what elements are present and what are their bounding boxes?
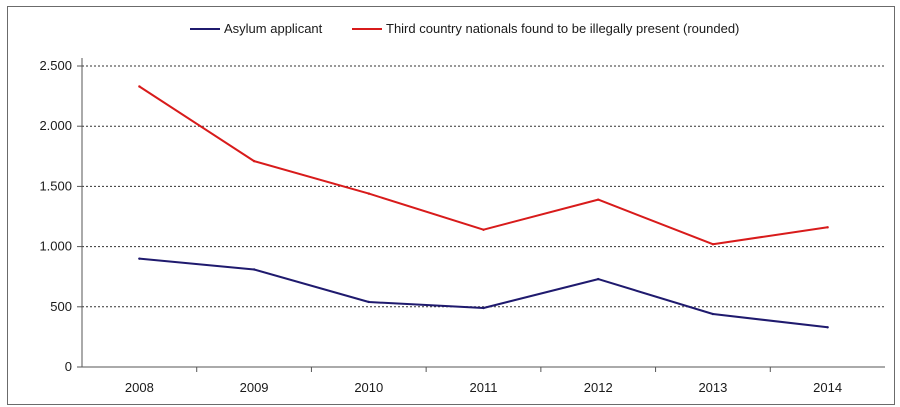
data-point-1 bbox=[826, 226, 829, 229]
x-tick-label: 2013 bbox=[698, 380, 727, 395]
data-point-0 bbox=[367, 300, 370, 304]
gridlines bbox=[82, 65, 885, 308]
legend-label-1: Third country nationals found to be ille… bbox=[386, 21, 739, 36]
x-tick-label: 2010 bbox=[354, 380, 383, 395]
y-tick-label: 2.000 bbox=[39, 118, 72, 133]
data-point-0 bbox=[597, 277, 600, 281]
series-line-1 bbox=[138, 85, 828, 246]
legend: Asylum applicant Third country nationals … bbox=[190, 21, 739, 36]
y-tick-label: 1.500 bbox=[39, 178, 72, 193]
chart-frame bbox=[7, 6, 895, 405]
data-point-0 bbox=[252, 268, 256, 271]
y-tick-label: 1.000 bbox=[39, 239, 72, 254]
data-point-1 bbox=[711, 242, 715, 246]
data-point-0 bbox=[482, 306, 485, 310]
data-point-1 bbox=[482, 228, 485, 231]
legend-label-0: Asylum applicant bbox=[224, 21, 323, 36]
x-tick-label: 2014 bbox=[813, 380, 842, 395]
data-point-0 bbox=[826, 326, 829, 329]
data-point-1 bbox=[367, 192, 370, 195]
y-tick-label: 500 bbox=[50, 299, 72, 314]
axes: 0 500 1.000 1.500 2.000 2.500 2008 2009 2010 2011… bbox=[39, 58, 885, 395]
series bbox=[138, 85, 829, 329]
data-point-1 bbox=[252, 159, 256, 163]
y-tick-label: 2.500 bbox=[39, 58, 72, 73]
series-line-0 bbox=[139, 257, 828, 329]
x-tick-label: 2008 bbox=[125, 380, 154, 395]
x-tick-label: 2009 bbox=[240, 380, 269, 395]
data-point-1 bbox=[597, 198, 600, 201]
x-tick-label: 2012 bbox=[584, 380, 613, 395]
y-tick-label: 0 bbox=[65, 359, 72, 374]
data-point-0 bbox=[711, 312, 715, 316]
x-tick-label: 2011 bbox=[470, 380, 498, 395]
data-point-1 bbox=[138, 85, 141, 88]
data-point-0 bbox=[138, 257, 141, 260]
